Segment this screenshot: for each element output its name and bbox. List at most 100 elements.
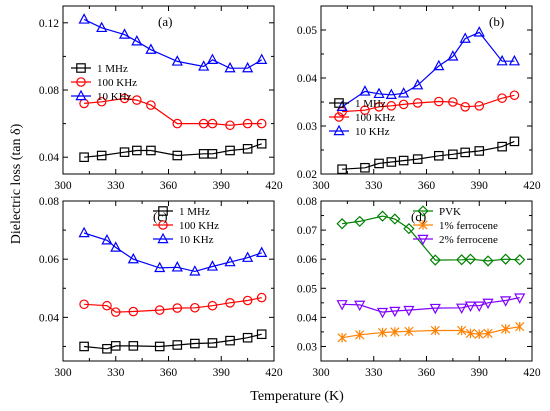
x-tick-label: 360: [418, 180, 436, 192]
legend-entry: 1 MHz: [179, 206, 210, 218]
data-point: [360, 105, 370, 115]
series-2: [336, 26, 521, 112]
legend-marker: [333, 124, 345, 136]
data-point: [79, 152, 89, 162]
y-tick-label: 0.08: [297, 196, 317, 208]
series-2: [78, 226, 268, 276]
legend-marker: [417, 234, 429, 246]
data-point: [447, 50, 459, 61]
data-point: [172, 150, 183, 161]
x-tick-label: 360: [418, 367, 436, 379]
data-point: [207, 338, 218, 348]
data-point: [483, 328, 493, 339]
legend-entry: 1% ferrocene: [439, 220, 498, 232]
data-point: [390, 327, 400, 337]
data-point: [474, 146, 485, 156]
data-point: [385, 88, 397, 100]
legend-marker: [334, 98, 344, 108]
data-point: [172, 118, 183, 129]
data-point: [256, 292, 267, 303]
data-point: [225, 120, 235, 131]
legend-marker: [157, 232, 169, 244]
data-point: [398, 99, 409, 110]
data-point: [456, 254, 468, 266]
y-axis-title: Dielectric loss (tan δ): [9, 123, 24, 244]
data-point: [434, 96, 444, 107]
legend-entry: 1 MHz: [97, 63, 128, 75]
series-2: [336, 293, 526, 319]
data-point: [256, 138, 267, 149]
legend: 1 MHz 100 KHz 10 KHz: [71, 63, 137, 103]
data-point: [482, 255, 494, 267]
legend-entry: 10 KHz: [355, 126, 390, 138]
data-point: [119, 147, 130, 157]
data-point: [96, 96, 107, 107]
legend-marker: [417, 205, 429, 217]
data-point: [376, 210, 389, 222]
data-point: [430, 325, 440, 336]
x-tick-label: 390: [213, 180, 231, 192]
data-point: [256, 53, 268, 64]
x-tick-label: 300: [54, 180, 72, 192]
data-point: [509, 90, 520, 101]
data-point: [336, 100, 348, 112]
data-point: [448, 149, 458, 160]
data-point: [514, 254, 526, 266]
legend-entry: 100 KHz: [179, 220, 219, 232]
data-point: [172, 340, 183, 350]
data-point: [207, 118, 218, 129]
x-tick-label: 330: [107, 367, 125, 379]
data-point: [474, 329, 484, 339]
data-point: [336, 218, 348, 230]
data-point: [337, 333, 347, 343]
data-point: [412, 154, 423, 164]
data-point: [501, 324, 511, 334]
y-tick-label: 0.08: [39, 85, 59, 97]
data-point: [403, 305, 415, 317]
data-point: [389, 306, 401, 318]
data-point: [398, 87, 410, 98]
legend: 1 MHz 100 KHz 10 KHz: [329, 98, 395, 138]
data-point: [206, 260, 219, 271]
data-point: [171, 55, 183, 66]
data-point: [373, 87, 385, 99]
data-point: [434, 150, 444, 161]
legend-marker: [76, 77, 86, 87]
data-point: [198, 60, 210, 71]
data-point: [110, 341, 121, 351]
legend-marker: [158, 206, 168, 216]
series-line: [84, 333, 262, 350]
y-tick-label: 0.03: [297, 121, 317, 133]
y-tick-label: 0.04: [39, 312, 59, 324]
data-point: [473, 301, 485, 312]
y-tick-label: 0.07: [297, 225, 317, 237]
data-point: [508, 54, 521, 66]
plot-frame: [320, 5, 533, 175]
data-point: [225, 298, 235, 308]
panel-label: (c): [153, 209, 167, 224]
y-tick-label: 0.12: [39, 18, 59, 30]
data-point: [429, 254, 441, 266]
y-tick-label: 0.05: [297, 283, 317, 295]
data-point: [146, 100, 156, 110]
x-tick-label: 420: [265, 180, 283, 192]
data-point: [360, 162, 370, 173]
data-point: [206, 53, 219, 64]
data-point: [225, 335, 235, 346]
legend-entry: 100 KHz: [97, 77, 137, 89]
data-point: [128, 306, 139, 317]
chart-panel-d: 300 330 360 390 420 0.03 0.04 0.05 0.06 0.07 0.08 P…: [297, 196, 541, 379]
data-point: [403, 222, 415, 235]
legend-marker: [334, 112, 344, 122]
data-point: [207, 149, 218, 159]
series-line: [84, 297, 262, 313]
data-point: [101, 234, 113, 245]
data-point: [242, 332, 253, 343]
data-point: [256, 329, 267, 340]
series-line: [83, 18, 263, 69]
data-point: [359, 85, 371, 96]
y-tick-label: 0.05: [297, 25, 317, 37]
series-1: [79, 292, 267, 317]
data-point: [242, 61, 254, 73]
